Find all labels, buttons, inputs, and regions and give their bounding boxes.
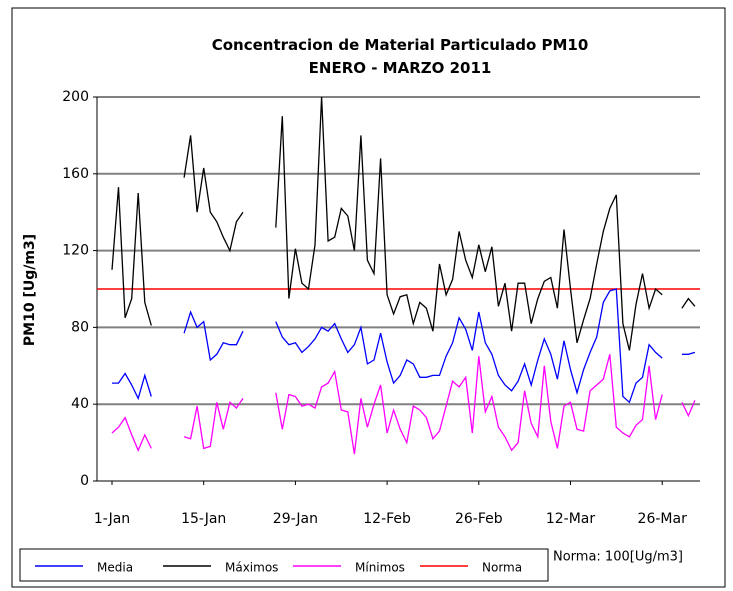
y-tick-label: 0: [80, 473, 89, 489]
y-tick-label: 80: [71, 319, 89, 335]
chart-title: Concentracion de Material Particulado PM…: [211, 36, 589, 77]
y-tick-label: 120: [62, 243, 89, 259]
series-line: [111, 354, 696, 455]
y-tick-label: 200: [62, 89, 89, 105]
x-tick-label: 15-Jan: [181, 511, 226, 527]
y-tick-label: 40: [71, 396, 89, 412]
legend-label: Norma: [482, 561, 522, 575]
x-tick-label: 12-Mar: [546, 511, 596, 527]
chart-border: [11, 7, 726, 588]
x-tick-label: 29-Jan: [273, 511, 318, 527]
series-line: [111, 96, 696, 351]
series-line: [112, 288, 696, 404]
y-axis-label: PM10 [Ug/m3]: [22, 234, 38, 346]
x-tick-label: 26-Mar: [638, 511, 688, 527]
legend-label: Mínimos: [355, 561, 405, 575]
x-tick-label: 12-Feb: [363, 511, 411, 527]
y-tick-label: 160: [62, 166, 89, 182]
x-tick-label: 26-Feb: [455, 511, 503, 527]
legend-label: Media: [97, 561, 133, 575]
legend-label: Máximos: [225, 561, 278, 575]
legend-box: [19, 548, 549, 582]
x-tick-label: 1-Jan: [94, 511, 130, 527]
annotation: Norma: 100[Ug/m3]: [553, 550, 683, 565]
